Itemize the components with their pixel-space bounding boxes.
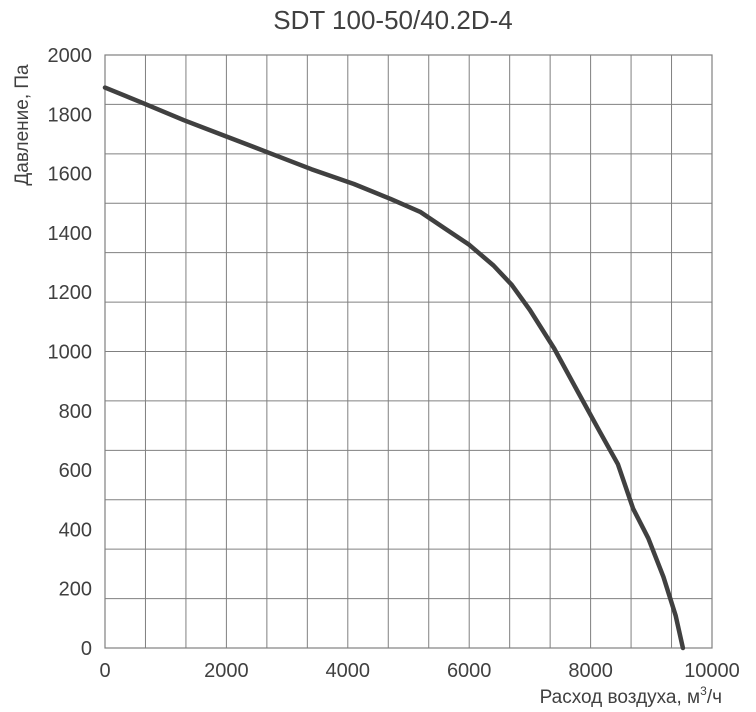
fan-curve-line [102, 85, 686, 651]
x-tick-labels: 0 2000 4000 6000 8000 10000 [99, 660, 739, 682]
x-tick-label: 4000 [326, 660, 371, 682]
y-tick-label: 800 [59, 401, 92, 423]
chart-title: SDT 100-50/40.2D-4 [273, 5, 512, 35]
x-tick-label: 0 [99, 660, 110, 682]
x-tick-label: 8000 [568, 660, 613, 682]
x-tick-label: 10000 [684, 660, 740, 682]
y-tick-label: 400 [59, 519, 92, 541]
grid [105, 55, 712, 648]
y-tick-label: 1200 [48, 282, 93, 304]
y-tick-label: 600 [59, 460, 92, 482]
y-tick-label: 0 [81, 638, 92, 660]
x-axis-label: Расход воздуха, м3/ч [540, 684, 722, 708]
x-axis-label-superscript: 3 [700, 684, 707, 698]
y-tick-label: 1800 [48, 104, 93, 126]
y-tick-label: 200 [59, 579, 92, 601]
y-tick-labels: 0 200 400 600 800 1000 1200 1400 1600 1800 2000 [48, 45, 93, 660]
y-axis-label: Давление, Па [12, 64, 33, 186]
y-tick-label: 2000 [48, 45, 93, 67]
y-tick-label: 1600 [48, 164, 93, 186]
x-tick-label: 6000 [447, 660, 492, 682]
plot-frame [104, 54, 713, 649]
y-tick-label: 1000 [48, 342, 93, 364]
y-tick-label: 1400 [48, 223, 93, 245]
x-tick-label: 2000 [204, 660, 249, 682]
